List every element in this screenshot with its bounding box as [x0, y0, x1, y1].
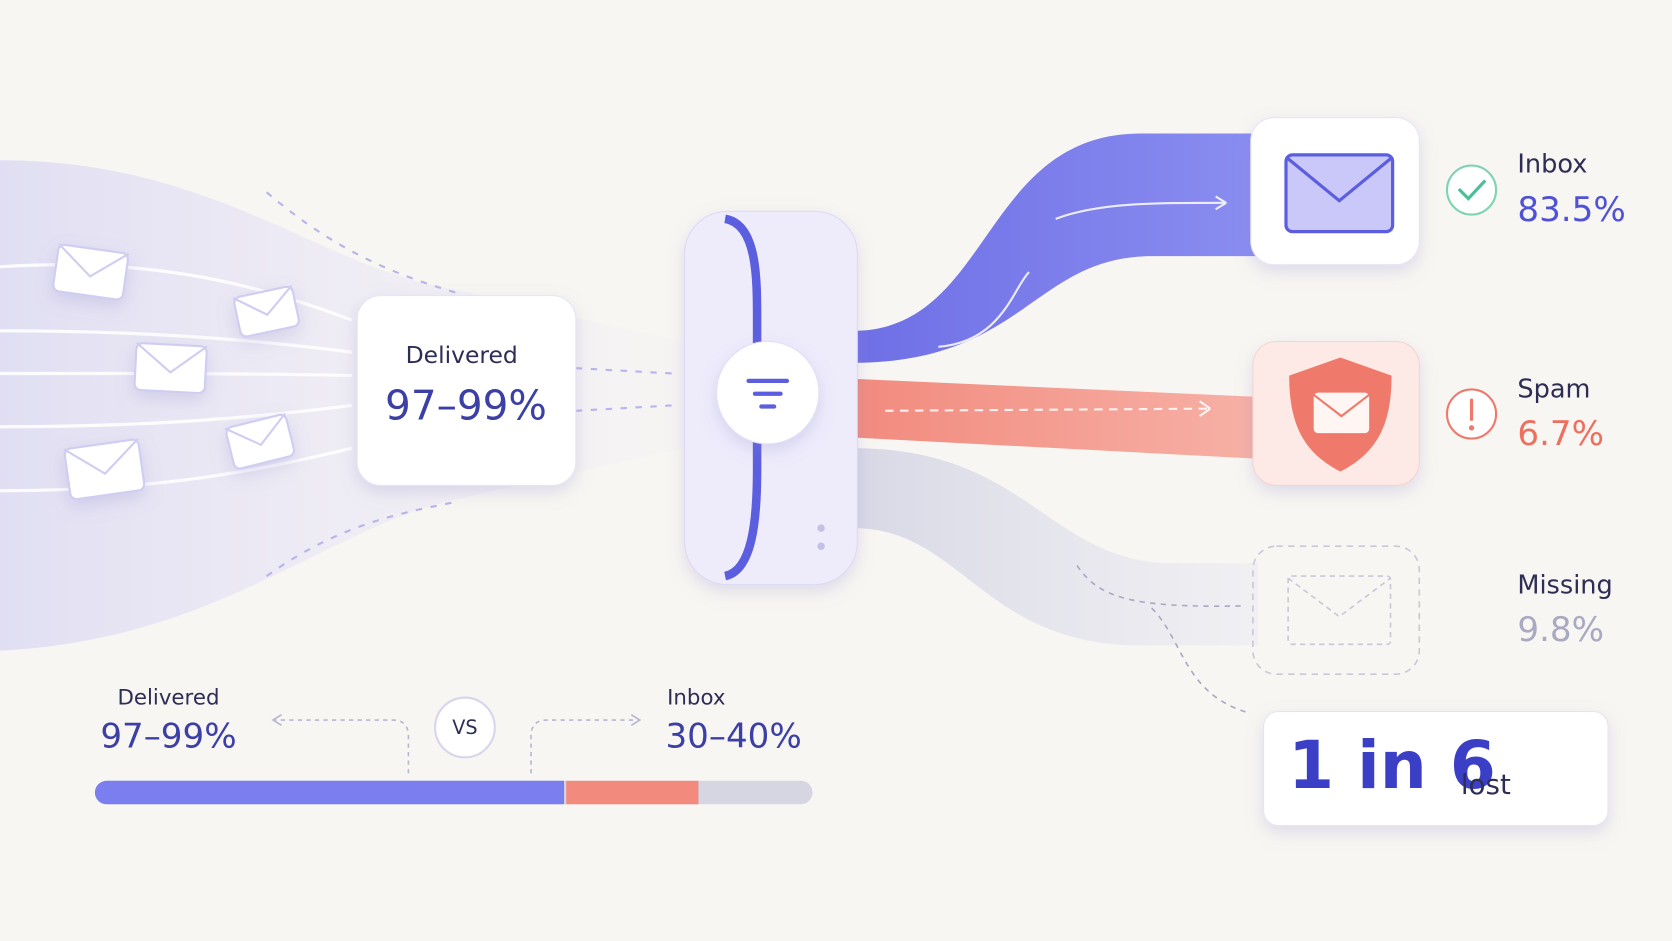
delivered-label: Delivered — [406, 341, 518, 369]
vs-label: VS — [452, 716, 477, 739]
compare-value: 30–40% — [665, 717, 801, 757]
filter-device — [684, 210, 858, 586]
check-icon — [1445, 164, 1498, 216]
missing-box — [1252, 545, 1421, 675]
outgoing-flows — [853, 133, 1259, 714]
lost-big: 1 in 6 — [1288, 727, 1496, 804]
lost-small: lost — [1461, 768, 1511, 801]
outcome-label: Missing — [1517, 571, 1612, 601]
outcome-label: Spam — [1517, 375, 1590, 405]
warning-icon — [1445, 388, 1498, 440]
delivered-value: 97–99% — [385, 382, 547, 430]
incoming-flow — [0, 160, 683, 651]
inbox-box — [1250, 117, 1420, 266]
delivered-card — [356, 295, 577, 486]
outcome-label: Inbox — [1517, 150, 1587, 180]
outcome-value: 83.5% — [1517, 190, 1625, 230]
outcome-value: 9.8% — [1517, 610, 1604, 650]
comparison: Delivered 97–99% VS Inbox 30–40% — [94, 686, 813, 805]
compare-label: Inbox — [667, 686, 725, 711]
outcome-value: 6.7% — [1517, 414, 1604, 454]
spam-box — [1252, 340, 1420, 486]
compare-value: 97–99% — [100, 717, 236, 757]
lost-card — [1263, 710, 1609, 827]
compare-label: Delivered — [117, 686, 219, 711]
